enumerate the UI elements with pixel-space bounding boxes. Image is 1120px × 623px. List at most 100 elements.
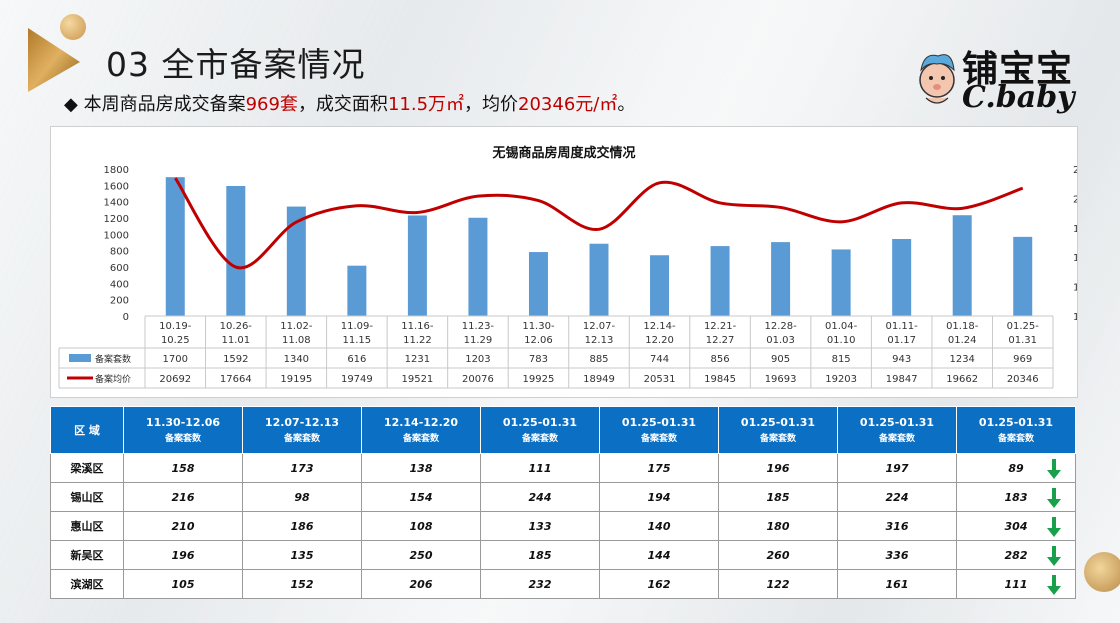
period-label: 12.07-12.13: [264, 416, 340, 429]
y-left-tick-label: 1600: [104, 181, 129, 192]
data-label-price: 19203: [825, 374, 857, 385]
x-tick-label: 11.16-: [401, 321, 434, 332]
data-label-units: 943: [892, 354, 911, 365]
region-table-header: 区 域 11.30-12.06 备案套数 12.07-12.13 备案套数 12.14-…: [50, 406, 1076, 454]
bar: [165, 177, 185, 316]
x-tick-label: 12.27: [706, 335, 735, 346]
data-label-units: 1234: [949, 354, 974, 365]
table-row: 锡山区 216 98 154 244 194 185 224 183: [50, 482, 1076, 512]
period-header-cell: 01.25-01.31 备案套数: [599, 406, 719, 454]
period-sublabel: 备案套数: [997, 434, 1034, 444]
region-table-body: 梁溪区 158 173 138 111 175 196 197 89 锡山区 216 98 154 244…: [50, 453, 1076, 599]
region-name: 梁溪区: [50, 453, 124, 483]
summary-units: 969套: [245, 94, 298, 115]
page-title: 03 全市备案情况: [106, 45, 366, 84]
y-right-tick-label: 20000: [1073, 194, 1077, 205]
bar: [892, 238, 912, 316]
region-name: 滨湖区: [50, 569, 124, 599]
table-cell: 89: [956, 453, 1076, 483]
table-cell: 304: [956, 511, 1076, 541]
y-left-tick-label: 800: [110, 247, 129, 258]
data-label-price: 19693: [765, 374, 797, 385]
table-cell: 282: [956, 540, 1076, 570]
table-cell: 216: [123, 482, 243, 512]
y-left-tick-label: 1200: [104, 214, 129, 225]
data-label-units: 783: [529, 354, 548, 365]
period-header-cell: 11.30-12.06 备案套数: [123, 406, 243, 454]
data-label-price: 20346: [1007, 374, 1039, 385]
x-tick-label: 12.14-: [643, 321, 676, 332]
period-header-cell: 12.07-12.13 备案套数: [242, 406, 362, 454]
table-row: 新吴区 196 135 250 185 144 260 336 282: [50, 540, 1076, 570]
data-label-price: 19662: [946, 374, 978, 385]
data-label-units: 616: [347, 354, 366, 365]
x-tick-label: 11.01: [221, 335, 250, 346]
x-tick-label: 12.20: [645, 335, 674, 346]
corner-circle-decoration-right: [1084, 552, 1120, 592]
table-cell: 144: [599, 540, 719, 570]
x-tick-label: 10.25: [161, 335, 190, 346]
chart-title: 无锡商品房周度成交情况: [492, 146, 636, 161]
x-tick-label: 01.24: [948, 335, 977, 346]
y-right-tick-label: 19000: [1073, 224, 1077, 235]
period-sublabel: 备案套数: [283, 434, 320, 444]
x-tick-label: 01.25-: [1007, 321, 1040, 332]
summary-mid2: ，均价: [464, 94, 519, 115]
y-left-tick-label: 200: [110, 296, 129, 307]
table-cell: 250: [361, 540, 481, 570]
table-cell: 161: [837, 569, 957, 599]
table-cell: 186: [242, 511, 362, 541]
x-tick-label: 10.19-: [159, 321, 192, 332]
y-left-tick-label: 400: [110, 279, 129, 290]
table-cell: 138: [361, 453, 481, 483]
data-label-price: 19847: [886, 374, 918, 385]
x-tick-label: 11.09-: [341, 321, 374, 332]
bar: [1013, 236, 1033, 316]
summary-area: 11.5万㎡: [387, 94, 465, 115]
logo-text-en: C.baby: [962, 80, 1075, 115]
bar: [831, 249, 851, 316]
table-cell: 175: [599, 453, 719, 483]
data-label-price: 18949: [583, 374, 615, 385]
trend-down-arrow-icon: [1047, 488, 1061, 508]
corner-triangle-decoration: [28, 28, 80, 92]
x-tick-label: 01.17: [887, 335, 916, 346]
data-label-price: 19195: [280, 374, 312, 385]
summary-prefix: ◆ 本周商品房成交备案: [64, 94, 246, 115]
data-label-price: 17664: [220, 374, 252, 385]
bar: [468, 217, 488, 316]
y-left-tick-label: 1000: [104, 230, 129, 241]
table-cell: 111: [480, 453, 600, 483]
bar: [407, 215, 427, 316]
table-cell: 180: [718, 511, 838, 541]
data-label-price: 20076: [462, 374, 494, 385]
table-cell: 133: [480, 511, 600, 541]
summary-mid: ，成交面积: [297, 94, 388, 115]
table-cell: 224: [837, 482, 957, 512]
period-header-cell: 01.25-01.31 备案套数: [956, 406, 1076, 454]
x-tick-label: 12.21-: [704, 321, 737, 332]
bar: [650, 255, 670, 316]
table-cell: 135: [242, 540, 362, 570]
trend-down-arrow-icon: [1047, 517, 1061, 537]
trend-down-arrow-icon: [1047, 459, 1061, 479]
table-cell: 173: [242, 453, 362, 483]
region-header-cell: 区 域: [50, 406, 124, 454]
period-sublabel: 备案套数: [640, 434, 677, 444]
period-sublabel: 备案套数: [878, 434, 915, 444]
legend-bar-label: 备案套数: [95, 353, 131, 365]
table-cell: 105: [123, 569, 243, 599]
table-cell: 152: [242, 569, 362, 599]
data-label-units: 969: [1013, 354, 1032, 365]
y-right-tick-label: 18000: [1073, 253, 1077, 264]
table-cell: 206: [361, 569, 481, 599]
region-name: 惠山区: [50, 511, 124, 541]
region-name: 新吴区: [50, 540, 124, 570]
table-cell: 210: [123, 511, 243, 541]
x-tick-label: 11.02-: [280, 321, 313, 332]
bar: [528, 252, 548, 316]
data-label-units: 1231: [405, 354, 430, 365]
x-tick-label: 11.29: [464, 335, 493, 346]
x-tick-label: 11.22: [403, 335, 432, 346]
bar: [226, 185, 246, 316]
